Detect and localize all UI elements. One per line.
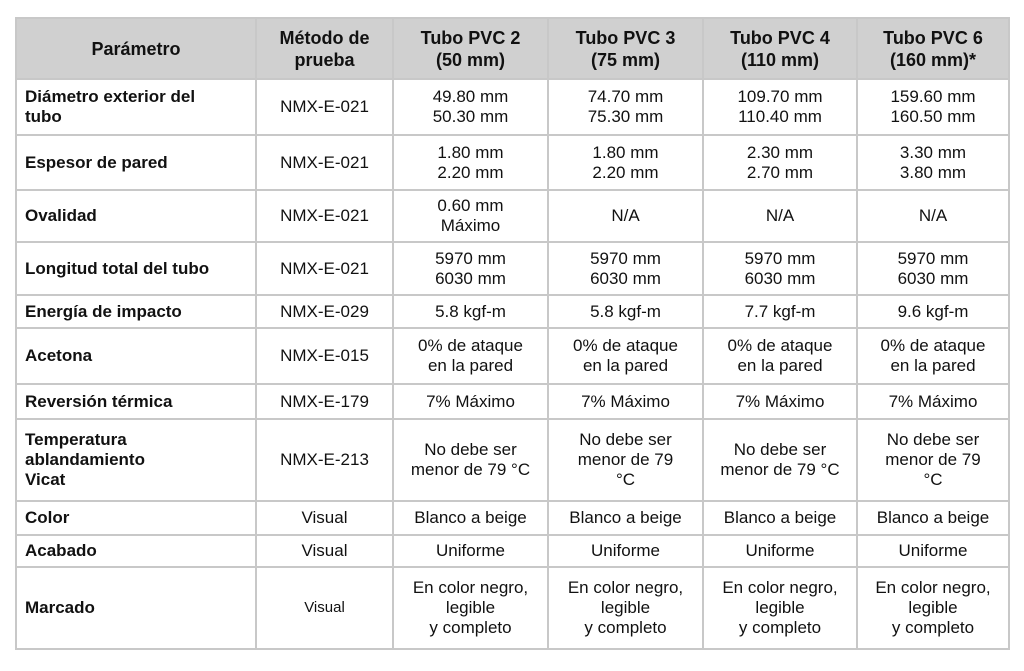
value-cell: No debe ser menor de 79 °C bbox=[547, 418, 704, 502]
value-cell: N/A bbox=[547, 189, 704, 243]
value-cell: 7% Máximo bbox=[547, 383, 704, 420]
parameter-cell: Longitud total del tubo bbox=[15, 241, 257, 296]
value-cell: No debe ser menor de 79 °C bbox=[856, 418, 1010, 502]
value-cell: 0% de ataque en la pared bbox=[392, 327, 549, 385]
method-cell: NMX-E-021 bbox=[255, 78, 394, 136]
table-row: Reversión térmica NMX-E-179 7% Máximo 7% Má… bbox=[15, 383, 1010, 420]
value-cell: Blanco a beige bbox=[547, 500, 704, 536]
table-row: Longitud total del tubo NMX-E-021 5970 mm … bbox=[15, 241, 1010, 296]
method-cell: Visual bbox=[255, 566, 394, 650]
parameter-cell: Espesor de pared bbox=[15, 134, 257, 191]
value-cell: 49.80 mm 50.30 mm bbox=[392, 78, 549, 136]
table-row: Acetona NMX-E-015 0% de ataque en la pared… bbox=[15, 327, 1010, 385]
table-row: Color Visual Blanco a beige Blanco a beige B… bbox=[15, 500, 1010, 536]
parameter-cell: Acabado bbox=[15, 534, 257, 568]
value-cell: 5.8 kgf-m bbox=[547, 294, 704, 329]
value-cell: No debe ser menor de 79 °C bbox=[702, 418, 858, 502]
parameter-cell: Ovalidad bbox=[15, 189, 257, 243]
value-cell: 7.7 kgf-m bbox=[702, 294, 858, 329]
table-row: Acabado Visual Uniforme Uniforme Uniforme Uni… bbox=[15, 534, 1010, 568]
method-cell: NMX-E-213 bbox=[255, 418, 394, 502]
value-cell: 2.30 mm 2.70 mm bbox=[702, 134, 858, 191]
value-cell: En color negro, legible y completo bbox=[702, 566, 858, 650]
parameter-cell: Temperatura ablandamiento Vicat bbox=[15, 418, 257, 502]
value-cell: En color negro, legible y completo bbox=[547, 566, 704, 650]
method-cell: NMX-E-029 bbox=[255, 294, 394, 329]
parameter-cell: Reversión térmica bbox=[15, 383, 257, 420]
value-cell: En color negro, legible y completo bbox=[392, 566, 549, 650]
method-cell: NMX-E-021 bbox=[255, 189, 394, 243]
value-cell: 7% Máximo bbox=[856, 383, 1010, 420]
value-cell: Blanco a beige bbox=[392, 500, 549, 536]
value-cell: 159.60 mm 160.50 mm bbox=[856, 78, 1010, 136]
table-row: Espesor de pared NMX-E-021 1.80 mm 2.20 mm… bbox=[15, 134, 1010, 191]
value-cell: 5970 mm 6030 mm bbox=[547, 241, 704, 296]
value-cell: Blanco a beige bbox=[856, 500, 1010, 536]
column-header: Tubo PVC 3 (75 mm) bbox=[547, 17, 704, 80]
column-header: Tubo PVC 2 (50 mm) bbox=[392, 17, 549, 80]
parameter-cell: Diámetro exterior del tubo bbox=[15, 78, 257, 136]
table-row: Ovalidad NMX-E-021 0.60 mm Máximo N/A N/A N/A bbox=[15, 189, 1010, 243]
method-cell: Visual bbox=[255, 500, 394, 536]
value-cell: N/A bbox=[856, 189, 1010, 243]
value-cell: 0% de ataque en la pared bbox=[702, 327, 858, 385]
value-cell: 0.60 mm Máximo bbox=[392, 189, 549, 243]
value-cell: Blanco a beige bbox=[702, 500, 858, 536]
column-header: Método de prueba bbox=[255, 17, 394, 80]
table-row: Energía de impacto NMX-E-029 5.8 kgf-m 5.8 … bbox=[15, 294, 1010, 329]
value-cell: 9.6 kgf-m bbox=[856, 294, 1010, 329]
value-cell: 3.30 mm 3.80 mm bbox=[856, 134, 1010, 191]
value-cell: En color negro, legible y completo bbox=[856, 566, 1010, 650]
value-cell: 7% Máximo bbox=[702, 383, 858, 420]
value-cell: Uniforme bbox=[392, 534, 549, 568]
table-row: Marcado Visual En color negro, legible y c… bbox=[15, 566, 1010, 650]
method-cell: NMX-E-021 bbox=[255, 241, 394, 296]
value-cell: 109.70 mm 110.40 mm bbox=[702, 78, 858, 136]
parameter-cell: Energía de impacto bbox=[15, 294, 257, 329]
column-header: Parámetro bbox=[15, 17, 257, 80]
parameter-cell: Acetona bbox=[15, 327, 257, 385]
method-cell: Visual bbox=[255, 534, 394, 568]
table-row: Diámetro exterior del tubo NMX-E-021 49.80… bbox=[15, 78, 1010, 136]
value-cell: 5970 mm 6030 mm bbox=[856, 241, 1010, 296]
method-cell: NMX-E-179 bbox=[255, 383, 394, 420]
value-cell: Uniforme bbox=[856, 534, 1010, 568]
specifications-table: Parámetro Método de prueba Tubo PVC 2 (50 … bbox=[15, 17, 1010, 650]
parameter-cell: Color bbox=[15, 500, 257, 536]
value-cell: Uniforme bbox=[547, 534, 704, 568]
value-cell: 0% de ataque en la pared bbox=[547, 327, 704, 385]
value-cell: 74.70 mm 75.30 mm bbox=[547, 78, 704, 136]
value-cell: 1.80 mm 2.20 mm bbox=[392, 134, 549, 191]
value-cell: 1.80 mm 2.20 mm bbox=[547, 134, 704, 191]
value-cell: 5970 mm 6030 mm bbox=[392, 241, 549, 296]
value-cell: 7% Máximo bbox=[392, 383, 549, 420]
column-header: Tubo PVC 6 (160 mm)* bbox=[856, 17, 1010, 80]
method-cell: NMX-E-021 bbox=[255, 134, 394, 191]
value-cell: 0% de ataque en la pared bbox=[856, 327, 1010, 385]
column-header: Tubo PVC 4 (110 mm) bbox=[702, 17, 858, 80]
value-cell: No debe ser menor de 79 °C bbox=[392, 418, 549, 502]
value-cell: 5970 mm 6030 mm bbox=[702, 241, 858, 296]
method-cell: NMX-E-015 bbox=[255, 327, 394, 385]
value-cell: Uniforme bbox=[702, 534, 858, 568]
header-row: Parámetro Método de prueba Tubo PVC 2 (50 … bbox=[15, 17, 1010, 80]
parameter-cell: Marcado bbox=[15, 566, 257, 650]
value-cell: N/A bbox=[702, 189, 858, 243]
value-cell: 5.8 kgf-m bbox=[392, 294, 549, 329]
table-row: Temperatura ablandamiento Vicat NMX-E-213… bbox=[15, 418, 1010, 502]
